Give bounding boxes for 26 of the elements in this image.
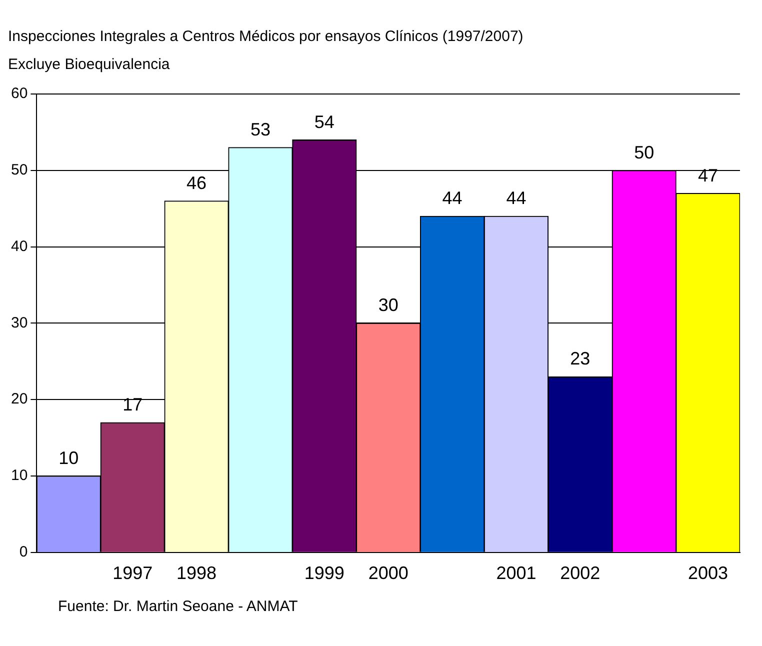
data-label: 54	[314, 112, 334, 132]
y-tick-label: 10	[10, 467, 28, 484]
y-tick-label: 40	[10, 238, 28, 255]
x-tick-label: 1998	[176, 563, 217, 584]
x-tick-label: 1999	[304, 563, 344, 584]
y-tick-label: 20	[10, 390, 28, 408]
data-label: 44	[442, 188, 462, 208]
x-tick-label: 1997	[112, 563, 153, 584]
data-label: 53	[250, 119, 270, 140]
x-tick-label: 2003	[688, 563, 728, 584]
y-tick-label: 0	[19, 544, 28, 561]
data-label: 23	[570, 348, 590, 369]
y-tick-label: 50	[10, 162, 28, 179]
x-tick-label: 2000	[368, 563, 408, 584]
x-tick-label: 2002	[560, 563, 600, 584]
data-label: 50	[634, 142, 654, 162]
x-tick-label: 2001	[496, 563, 536, 584]
data-label: 10	[58, 448, 79, 468]
chart-title: Inspecciones Integrales a Centros Médicos por ensayos Clínicos (1997/2007)	[8, 28, 524, 46]
y-tick-label: 30	[10, 314, 28, 332]
data-label: 44	[506, 188, 526, 208]
chart-subtitle: Excluye Bioequivalencia	[8, 56, 170, 74]
y-tick-label: 60	[10, 85, 28, 102]
data-label: 46	[186, 172, 207, 193]
data-label: 30	[378, 295, 398, 316]
source-note: Fuente: Dr. Martin Seoane - ANMAT	[58, 598, 299, 615]
